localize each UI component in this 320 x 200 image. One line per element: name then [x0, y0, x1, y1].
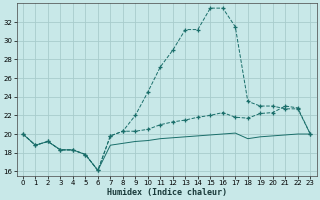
X-axis label: Humidex (Indice chaleur): Humidex (Indice chaleur)	[107, 188, 227, 197]
